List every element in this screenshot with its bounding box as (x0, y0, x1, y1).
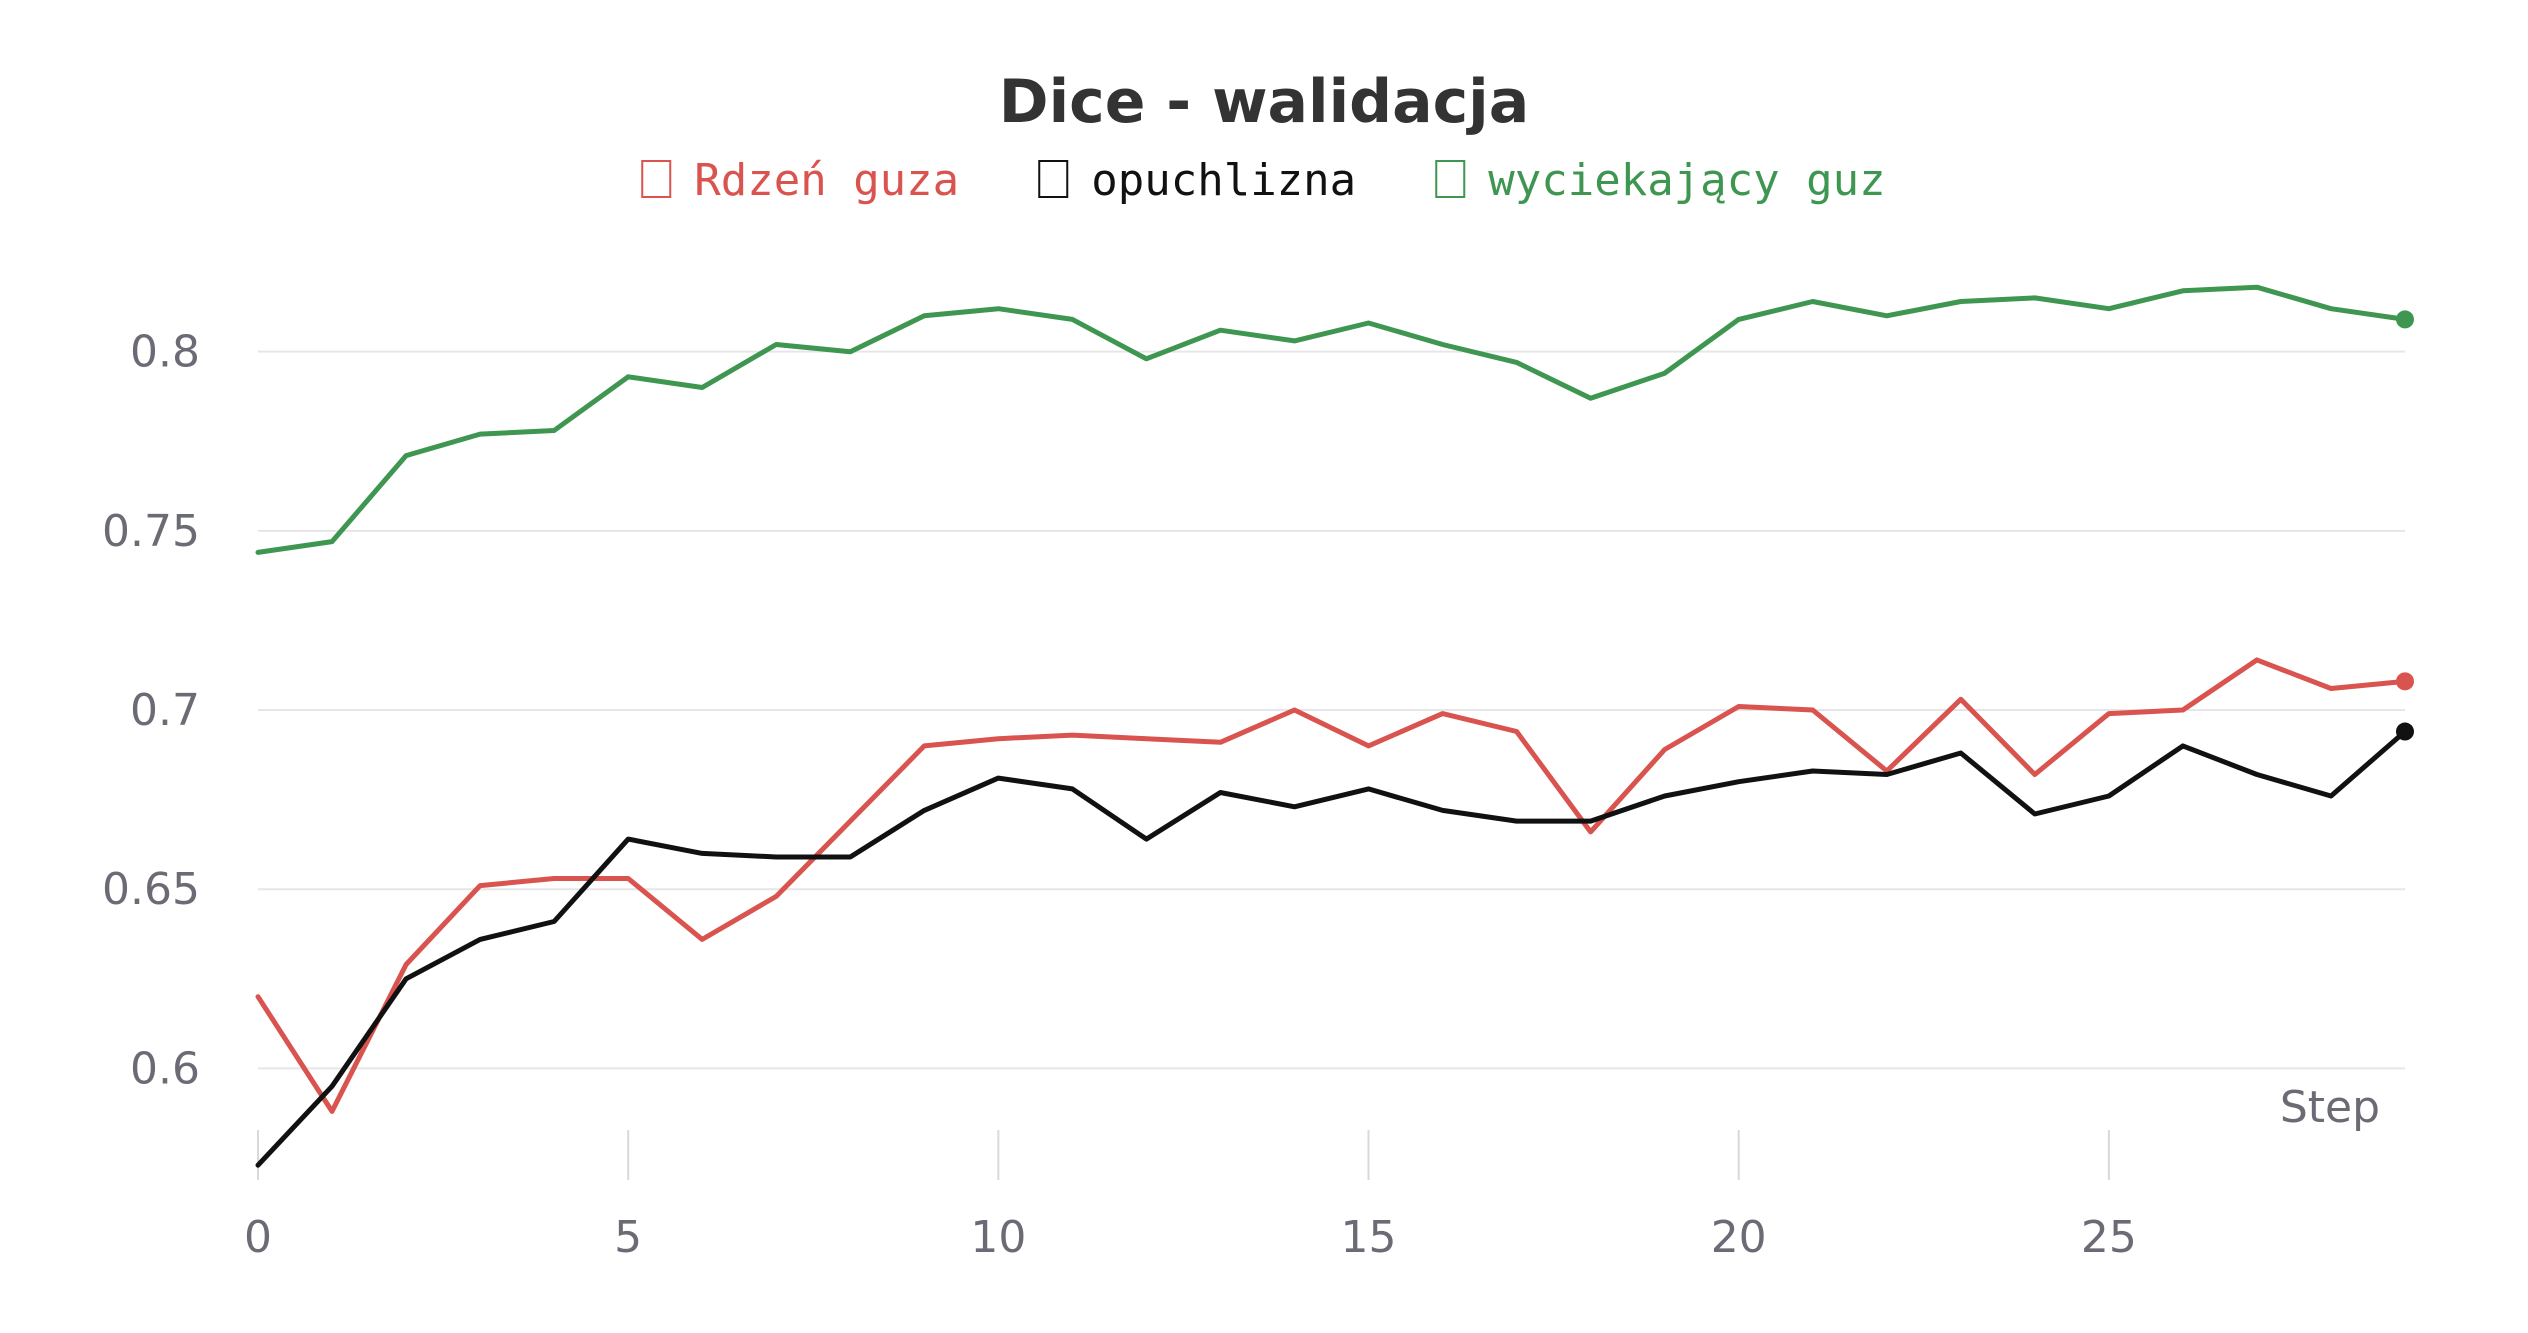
x-tick-label: 20 (1711, 1212, 1767, 1263)
axis-layer: 0.6 0.65 0.7 0.75 0.8 0 5 10 15 20 25 (102, 327, 2137, 1263)
y-tick-label: 0.7 (130, 685, 200, 736)
x-tick-label: 5 (614, 1212, 642, 1263)
x-tick-label: 15 (1341, 1212, 1397, 1263)
y-tick-label: 0.8 (130, 327, 200, 378)
y-tick-label: 0.75 (102, 506, 200, 557)
series-end-point-3 (2396, 310, 2414, 329)
legend: Rdzeń guza opuchlizna wyciekający guz (641, 155, 1886, 206)
legend-label: wyciekający guz (1488, 155, 1885, 206)
legend-item: opuchlizna (1038, 155, 1356, 206)
legend-item: Rdzeń guza (641, 155, 959, 206)
x-axis-title: Step (2280, 1082, 2380, 1133)
y-tick-label: 0.6 (130, 1043, 200, 1094)
legend-label: Rdzeń guza (694, 155, 959, 206)
legend-swatch (1435, 160, 1466, 198)
legend-item: wyciekający guz (1435, 155, 1886, 206)
series-line-1 (255, 657, 2408, 1114)
x-tick-label: 0 (244, 1212, 272, 1263)
legend-swatch (1038, 160, 1069, 198)
series-line-3 (255, 284, 2408, 555)
series-line-2 (255, 729, 2408, 1168)
series-layer (255, 284, 2414, 1168)
grid-layer (258, 350, 2405, 1070)
x-tick-label: 25 (2081, 1212, 2137, 1263)
x-tick-label: 10 (970, 1212, 1026, 1263)
legend-swatch (641, 160, 672, 198)
legend-label: opuchlizna (1091, 155, 1356, 206)
y-tick-label: 0.65 (102, 864, 200, 915)
series-end-point-2 (2396, 722, 2414, 741)
chart-title: Dice - walidacja (999, 67, 1529, 137)
series-end-point-1 (2396, 672, 2414, 691)
